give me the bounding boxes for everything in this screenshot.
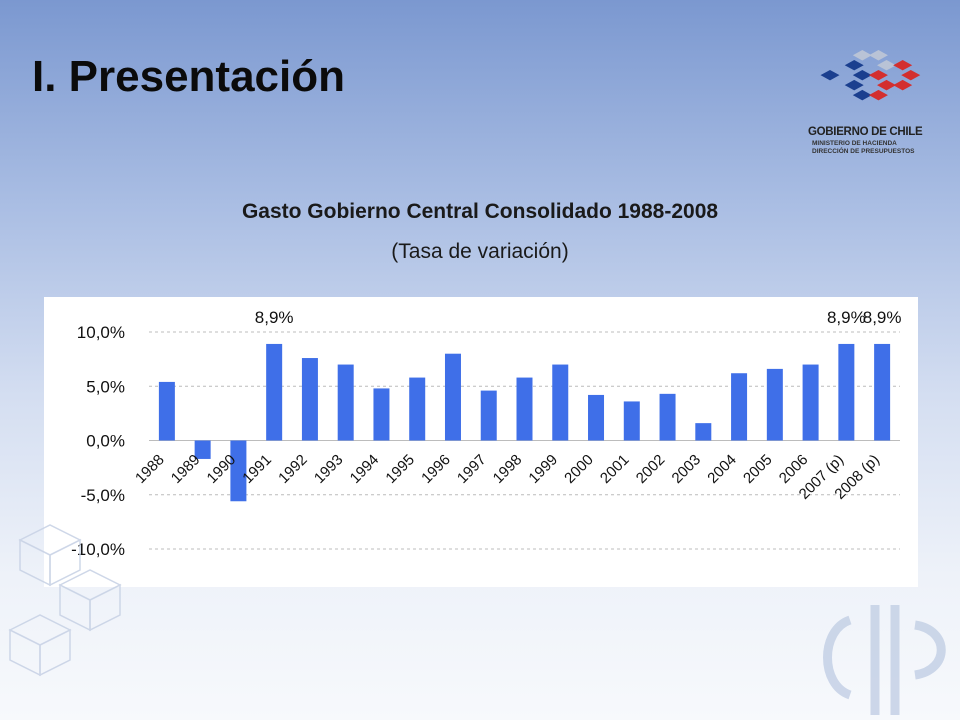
bar-2001 [623, 401, 640, 441]
data-label: 8,9% [863, 308, 902, 327]
x-tick-label: 2000 [561, 451, 597, 487]
x-tick-label: 2003 [669, 451, 705, 487]
x-tick-label: 1995 [382, 451, 418, 487]
x-tick-label: 1994 [347, 451, 383, 487]
logo-cube [844, 79, 864, 91]
bar-2000 [588, 394, 605, 441]
logo-cube [877, 59, 897, 71]
x-tick-label: 1997 [454, 451, 490, 487]
x-tick-label: 1998 [490, 451, 526, 487]
logo-cube [868, 89, 888, 101]
x-tick-label: 1988 [132, 451, 168, 487]
logo-cube [852, 69, 872, 81]
chart-title: Gasto Gobierno Central Consolidado 1988-… [241, 200, 719, 223]
x-tick-label: 2001 [597, 451, 633, 487]
x-tick-label: 2004 [704, 451, 740, 487]
x-tick-label: 2005 [740, 451, 776, 487]
x-tick-label: 1993 [311, 451, 347, 487]
logo-cube [844, 59, 864, 71]
logo-cube [893, 79, 913, 91]
logo-cube [820, 69, 840, 81]
logo-cube [877, 79, 897, 91]
bar-2003 [695, 423, 712, 441]
dipres-watermark-icon [823, 605, 946, 715]
y-tick-label: -10,0% [71, 540, 125, 559]
bar-chart: 10,0%5,0%0,0%-5,0%-10,0%1988 1989 1990 1991… [71, 308, 902, 559]
data-label: 8,9% [255, 308, 294, 327]
bar-1997 [480, 390, 497, 441]
x-tick-label: 2002 [633, 451, 669, 487]
bar-1994 [373, 388, 390, 441]
y-tick-label: 5,0% [86, 377, 125, 396]
chart-subtitle: (Tasa de variación) [391, 240, 569, 263]
bar-1995 [409, 377, 426, 441]
x-tick-label: 1996 [418, 451, 454, 487]
y-tick-label: 0,0% [86, 432, 125, 451]
logo-cube [868, 50, 888, 61]
bar-2007p [838, 343, 855, 441]
x-tick-label: 1992 [275, 451, 311, 487]
logo-cube [893, 59, 913, 71]
logo-direction: DIRECCIÓN DE PRESUPUESTOS [812, 148, 915, 155]
bar-2006 [802, 364, 819, 441]
bar-1992 [301, 358, 318, 441]
bar-1988 [158, 381, 175, 441]
x-tick-label: 1999 [525, 451, 561, 487]
slide-title: I. Presentación [32, 52, 346, 101]
y-tick-label: -5,0% [81, 486, 125, 505]
bar-1998 [516, 377, 533, 441]
chart-area: 10,0% 5,0% 0,0% -5,0% -10,0% 1988 1989 1990 1991… [44, 297, 918, 587]
bar-1989 [194, 440, 211, 459]
bar-1990 [230, 440, 247, 502]
bar-1993 [337, 364, 354, 441]
data-label: 8,9% [827, 308, 866, 327]
bar-1996 [444, 353, 461, 441]
logo-cube [901, 69, 921, 81]
y-tick-label: 10,0% [77, 323, 125, 342]
bar-2002 [659, 393, 676, 441]
logo-cube [868, 69, 888, 81]
gobierno-de-chile-logo [820, 50, 921, 101]
logo-name: GOBIERNO DE CHILE [808, 126, 923, 138]
logo-cube [852, 89, 872, 101]
decorative-cubes [8, 524, 122, 677]
bar-1999 [552, 364, 569, 441]
logo-ministry: MINISTERIO DE HACIENDA [812, 140, 897, 147]
bar-2004 [731, 373, 748, 441]
bar-1991 [266, 343, 283, 441]
logo-cube [852, 50, 872, 61]
bar-2008p [874, 343, 891, 441]
bar-2005 [766, 368, 783, 441]
